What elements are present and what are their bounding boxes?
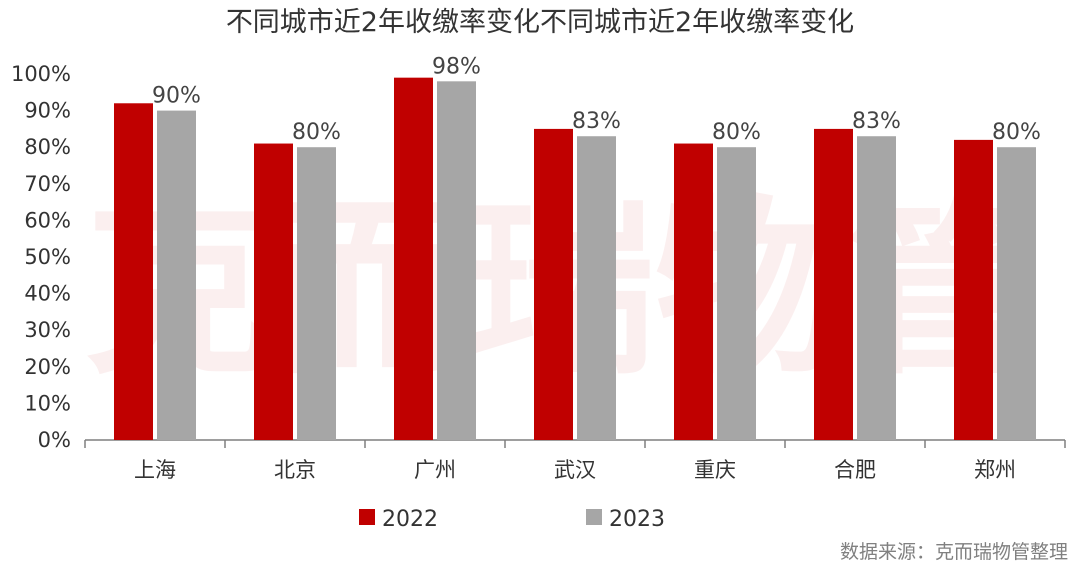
- y-tick-label: 90%: [24, 99, 71, 123]
- data-label: 80%: [992, 120, 1041, 145]
- y-tick-label: 10%: [24, 391, 71, 415]
- bar-2022-广州: [394, 77, 433, 440]
- plot-area: 0% 10% 20% 30% 40% 50% 60% 70% 80% 90% 100% 90% 上海 80…: [11, 54, 1066, 482]
- y-tick-label: 50%: [24, 245, 71, 269]
- data-label: 83%: [852, 109, 901, 134]
- bar-2023-上海: [157, 110, 196, 440]
- category-label: 北京: [274, 458, 316, 482]
- legend-swatch-2022: [359, 509, 375, 525]
- bar-2023-重庆: [717, 147, 756, 440]
- data-label: 83%: [572, 109, 621, 134]
- bar-2022-合肥: [814, 128, 853, 440]
- category-label: 重庆: [694, 458, 736, 482]
- bar-2023-武汉: [577, 136, 616, 440]
- legend-label-2022: 2022: [382, 507, 438, 532]
- bar-2023-郑州: [997, 147, 1036, 440]
- y-tick-label: 80%: [24, 135, 71, 159]
- data-label: 80%: [712, 120, 761, 145]
- legend-swatch-2023: [586, 509, 602, 525]
- y-tick-label: 0%: [38, 428, 71, 452]
- data-label: 80%: [292, 120, 341, 145]
- data-label: 98%: [432, 54, 481, 79]
- chart-title: 不同城市近2年收缴率变化不同城市近2年收缴率变化: [226, 7, 854, 38]
- category-label: 合肥: [834, 458, 876, 482]
- y-tick-label: 30%: [24, 318, 71, 342]
- y-tick-label: 60%: [24, 208, 71, 232]
- data-label: 90%: [152, 84, 201, 109]
- bar-2022-重庆: [674, 143, 713, 441]
- category-label: 上海: [134, 458, 176, 482]
- bar-2022-武汉: [534, 128, 573, 440]
- bar-2023-北京: [297, 147, 336, 440]
- category-label: 武汉: [554, 458, 596, 482]
- bar-2022-郑州: [954, 139, 993, 440]
- bar-2023-广州: [437, 81, 476, 440]
- y-tick-label: 70%: [24, 172, 71, 196]
- category-label: 广州: [414, 458, 456, 482]
- y-tick-label: 20%: [24, 355, 71, 379]
- bar-2022-北京: [254, 143, 293, 441]
- source-note: 数据来源：克而瑞物管整理: [840, 541, 1068, 563]
- legend-label-2023: 2023: [609, 507, 665, 532]
- legend: 2022 2023: [359, 507, 665, 532]
- category-label: 郑州: [974, 458, 1016, 482]
- y-tick-label: 100%: [11, 62, 71, 86]
- bar-2023-合肥: [857, 136, 896, 440]
- bar-2022-上海: [114, 103, 153, 440]
- y-tick-label: 40%: [24, 282, 71, 306]
